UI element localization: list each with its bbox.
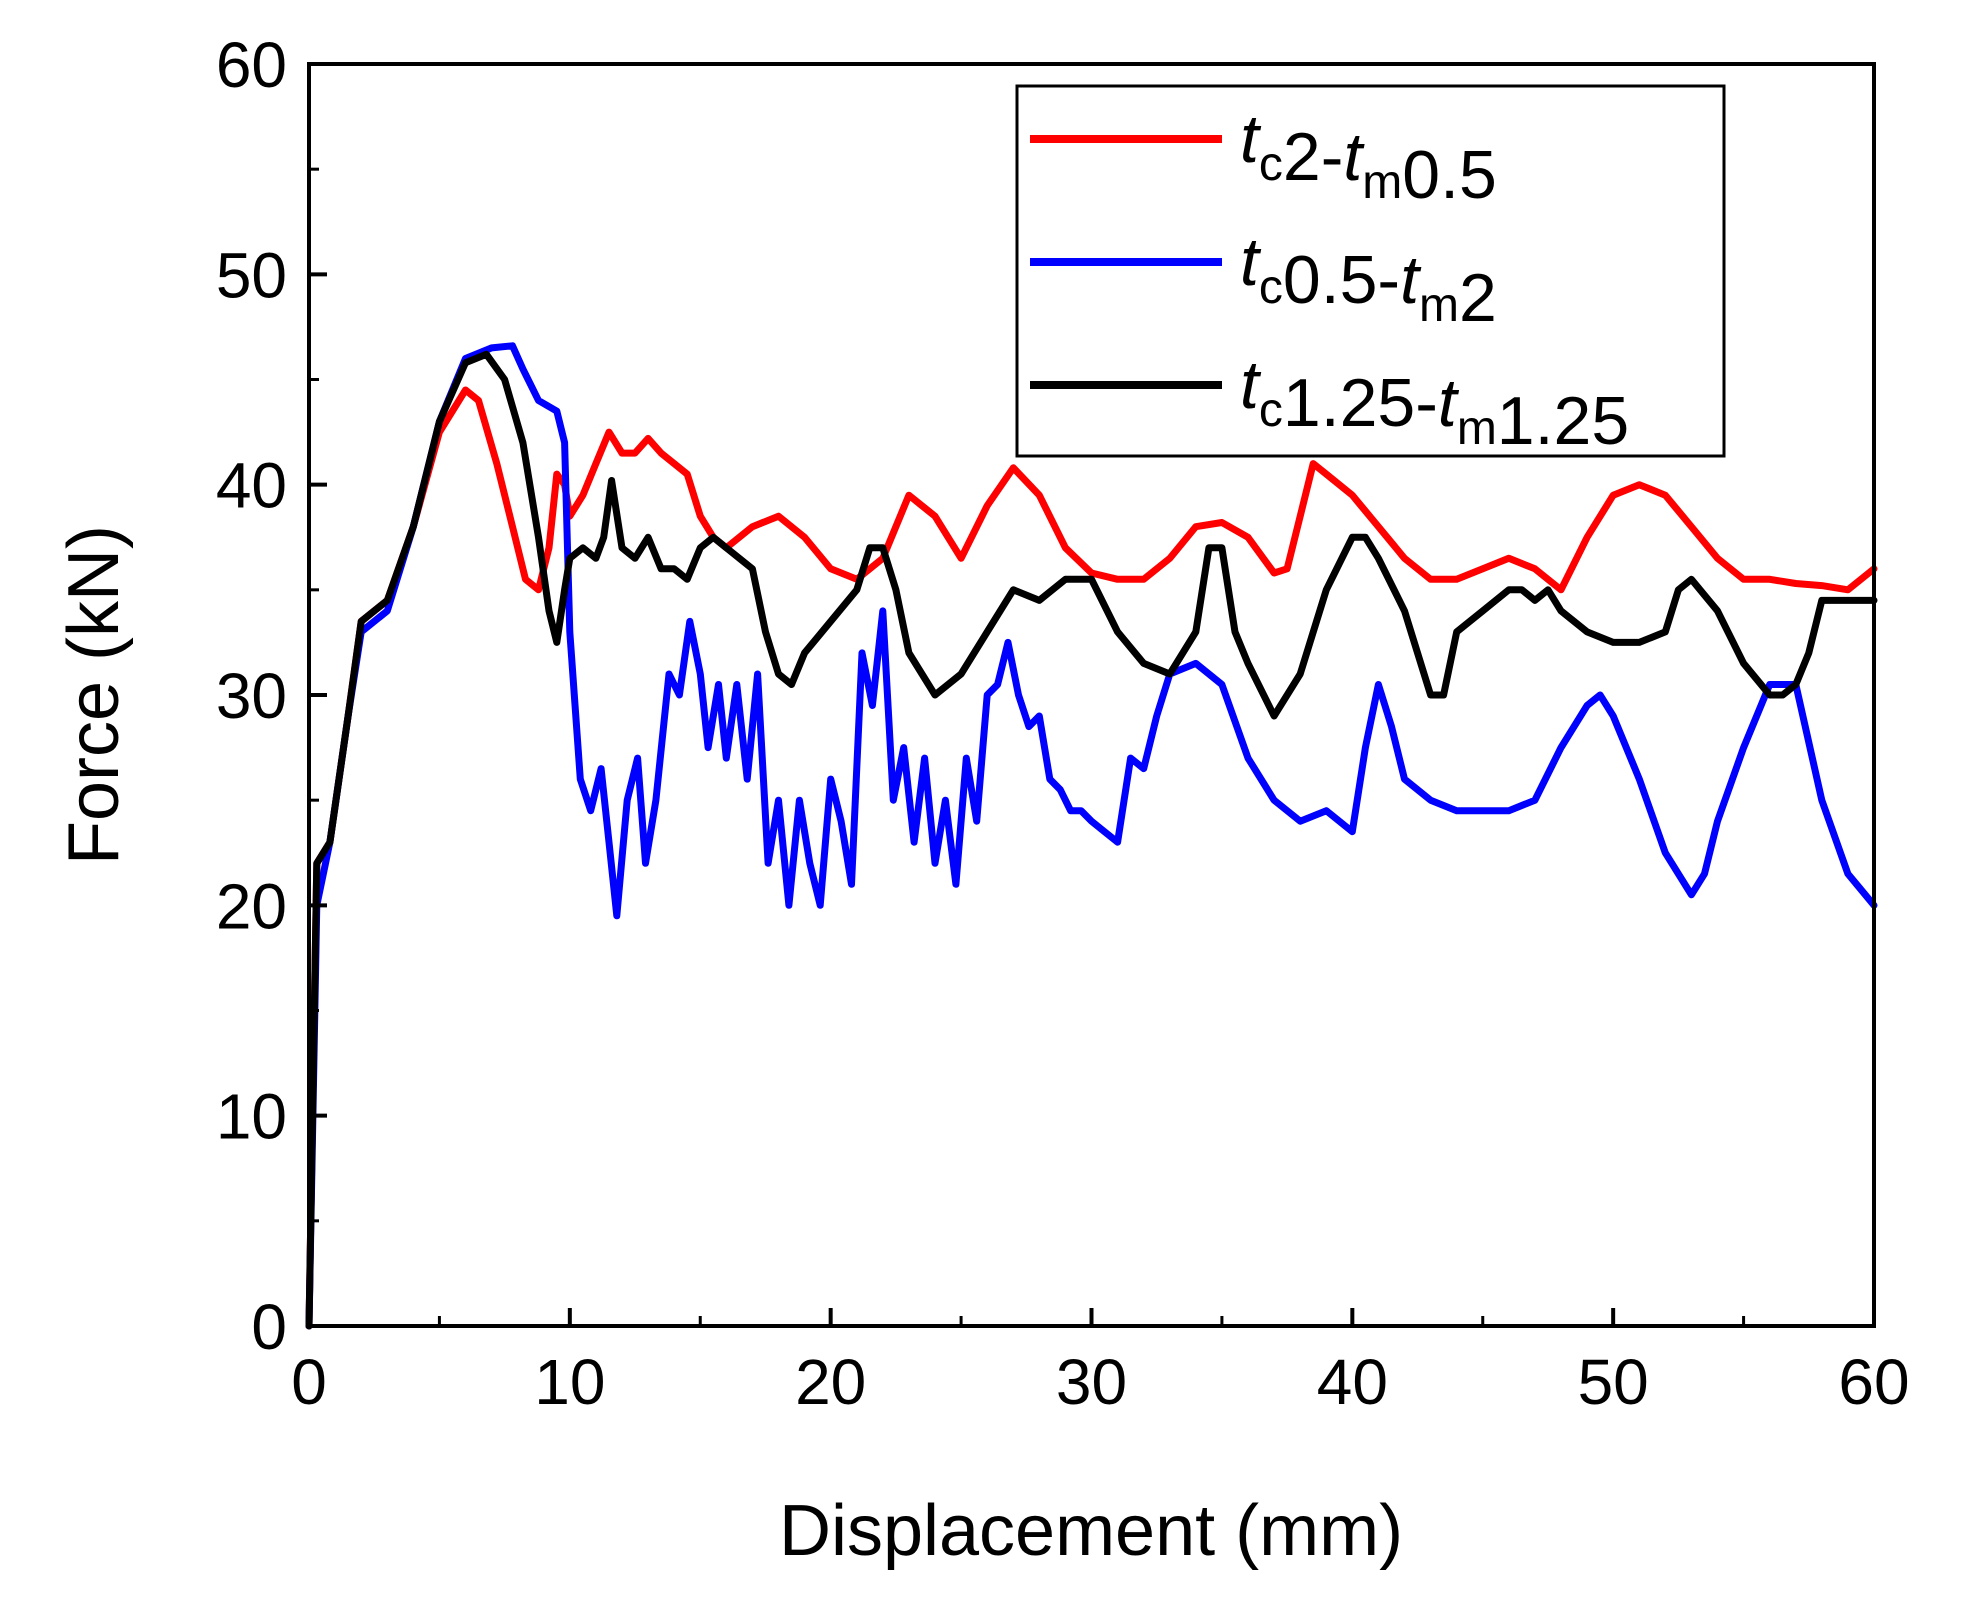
legend-box xyxy=(1015,84,1726,458)
legend-label-2: tc0.5-tm2 xyxy=(1240,224,1497,336)
y-tick-label: 60 xyxy=(216,29,287,101)
tick-label-layer: 0 10 20 30 40 50 60 0 10 20 30 40 50 60 xyxy=(216,29,1910,1418)
series-line-1 xyxy=(305,386,1878,1330)
x-axis-label: Displacement (mm) xyxy=(779,1491,1403,1571)
y-tick-label: 20 xyxy=(216,870,287,942)
series-line-2 xyxy=(305,342,1878,1330)
tick-layer xyxy=(307,62,1876,1328)
y-axis-label: Force (kN) xyxy=(54,525,134,865)
y-tick-label: 30 xyxy=(216,660,287,732)
series-layer xyxy=(305,342,1878,1330)
series-line-3 xyxy=(305,350,1878,1330)
x-tick-label: 30 xyxy=(1056,1346,1127,1418)
y-tick-label: 40 xyxy=(216,450,287,522)
x-tick-label: 60 xyxy=(1838,1346,1909,1418)
y-tick-label: 0 xyxy=(251,1291,287,1363)
y-tick-label: 50 xyxy=(216,239,287,311)
x-tick-label: 40 xyxy=(1317,1346,1388,1418)
x-tick-label: 10 xyxy=(534,1346,605,1418)
legend-label-1: tc2-tm0.5 xyxy=(1240,101,1497,213)
legend-label-3: tc1.25-tm1.25 xyxy=(1240,347,1629,459)
y-tick-label: 10 xyxy=(216,1081,287,1153)
x-tick-label: 0 xyxy=(291,1346,327,1418)
x-tick-label: 50 xyxy=(1578,1346,1649,1418)
x-tick-label: 20 xyxy=(795,1346,866,1418)
